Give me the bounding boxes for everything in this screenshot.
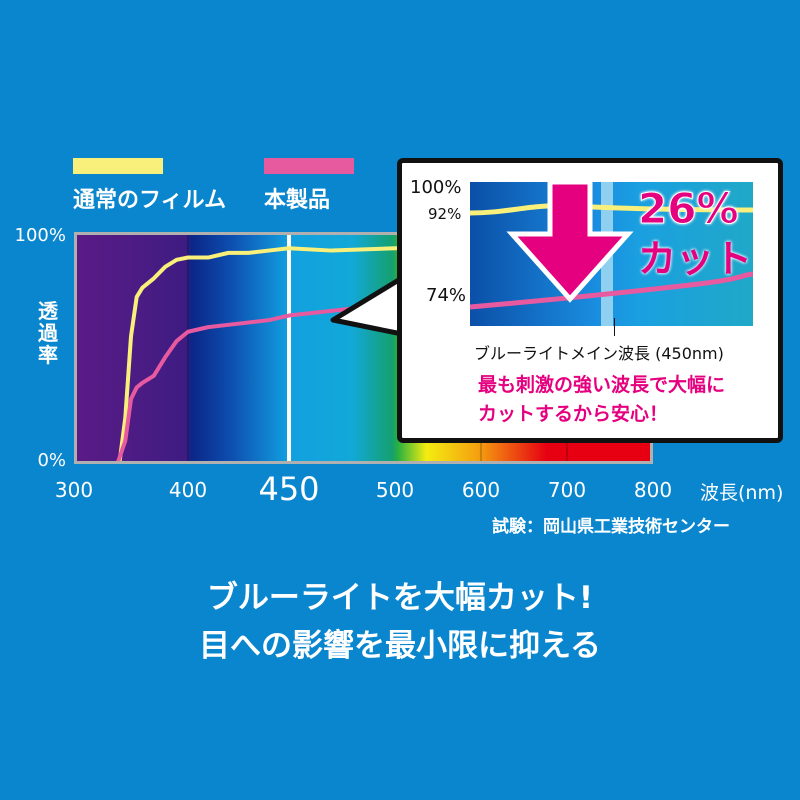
cut-label: カット xyxy=(638,237,753,281)
cut-percent: 26% xyxy=(638,184,740,234)
callout-y-92: 92% xyxy=(428,205,462,223)
x-tick-500: 500 xyxy=(375,478,415,502)
series-line-product xyxy=(116,297,413,461)
x-tick-400: 400 xyxy=(168,478,208,502)
callout-y-100: 100% xyxy=(410,177,462,198)
message-line-2: カットするから安心！ xyxy=(478,403,669,425)
y-tick-0: 0% xyxy=(37,450,66,471)
mini-line-product xyxy=(470,271,753,310)
mini-chart: 26% カット xyxy=(470,182,753,326)
x-axis-label: 波長(nm) xyxy=(700,482,784,504)
zoom-callout: 100% 92% 74% 26% カット ブルーライトメイン波長 (450nm)… xyxy=(397,158,783,443)
x-tick-300: 300 xyxy=(54,478,94,502)
legend-swatch-normal xyxy=(73,158,163,174)
message-line-1: 最も刺激の強い波長で大幅に xyxy=(478,374,726,396)
x-tick-450: 450 xyxy=(258,470,320,508)
callout-pointer xyxy=(330,275,405,337)
x-tick-700: 700 xyxy=(547,478,587,502)
y-axis-label: 透過率 xyxy=(38,299,58,367)
series-line-normal-film xyxy=(115,246,413,461)
legend-label-product: 本製品 xyxy=(264,188,331,213)
legend-label-normal: 通常のフィルム xyxy=(73,188,227,213)
callout-y-74: 74% xyxy=(426,285,467,306)
down-arrow-icon xyxy=(506,182,634,303)
leader-line xyxy=(614,318,615,336)
wavelength-note: ブルーライトメイン波長 (450nm) xyxy=(474,344,724,363)
headline-1: ブルーライトを大幅カット! xyxy=(206,580,594,616)
legend-swatch-product xyxy=(264,158,354,174)
source-note: 試験：岡山県工業技術センター xyxy=(492,517,730,537)
headline-2: 目への影響を最小限に抑える xyxy=(198,628,602,664)
x-tick-600: 600 xyxy=(461,478,501,502)
x-tick-800: 800 xyxy=(633,478,673,502)
chart-svg xyxy=(115,235,568,461)
y-tick-100: 100% xyxy=(14,225,66,246)
